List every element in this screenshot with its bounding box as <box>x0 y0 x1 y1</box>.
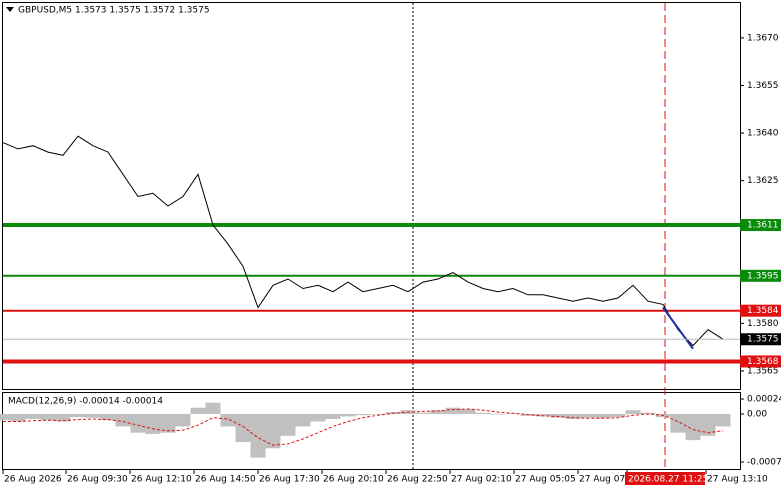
signal-line <box>3 408 724 446</box>
macd-bar <box>40 413 56 421</box>
macd-bar <box>235 413 251 443</box>
layer: 1.36701.36551.36401.36251.36101.35801.35… <box>0 33 781 485</box>
x-tick-label: 26 Aug 22:50 <box>387 475 448 485</box>
x-tick-label: 27 Aug 13:10 <box>707 475 768 485</box>
macd-bar <box>265 413 281 449</box>
macd-bar <box>145 413 161 434</box>
macd-bar <box>460 408 476 414</box>
macd-bar <box>70 413 86 418</box>
macd-bar <box>220 413 236 427</box>
macd-bar <box>625 410 641 414</box>
macd-bar <box>565 413 581 419</box>
macd-bar <box>340 413 356 417</box>
macd-bar <box>700 413 716 436</box>
x-tick-label: 26 Aug 09:30 <box>67 475 128 485</box>
macd-bar <box>0 413 11 421</box>
macd-bar <box>490 413 506 415</box>
macd-bar <box>610 413 626 418</box>
x-tick-label: 26 Aug 17:30 <box>259 475 320 485</box>
time-highlight-box <box>625 472 705 485</box>
macd-bar <box>715 413 731 427</box>
macd-bar <box>535 413 551 417</box>
price-line <box>2 135 724 347</box>
level-label: 1.3595 <box>747 271 779 281</box>
macd-title: MACD(12,26,9) -0.00014 -0.00014 <box>8 397 163 407</box>
trend-line <box>662 306 694 350</box>
macd-bar <box>25 413 41 419</box>
macd-bar <box>310 413 326 422</box>
macd-bar <box>175 413 191 427</box>
macd-bar <box>595 413 611 419</box>
title-arrow <box>6 7 14 12</box>
x-tick-label: 27 Aug 02:10 <box>451 475 512 485</box>
y-tick-label: 0.00024 <box>747 395 781 405</box>
macd-bar <box>445 407 461 414</box>
macd-bar <box>295 413 311 427</box>
macd-bar <box>325 413 341 419</box>
x-tick-label: 27 Aug 05:05 <box>515 475 576 485</box>
level-label: 1.3611 <box>747 221 779 231</box>
macd-bar <box>640 412 656 414</box>
macd-bar <box>100 413 116 421</box>
macd-bar <box>355 413 371 416</box>
chart-title: GBPUSD,M5 1.3573 1.3575 1.3572 1.3575 <box>18 6 210 16</box>
y-tick-label: 1.3565 <box>747 366 779 376</box>
macd-bar <box>250 413 266 458</box>
x-tick-label: 27 Aug 07:45 <box>579 475 640 485</box>
price-panel <box>2 2 741 390</box>
level-label: 1.3584 <box>747 306 779 316</box>
x-tick-label: 26 Aug 2026 <box>4 475 62 485</box>
macd-bar <box>85 413 101 418</box>
macd-bar <box>160 413 176 433</box>
macd-panel <box>2 392 741 470</box>
y-tick-label: 1.3670 <box>747 33 779 43</box>
macd-bar <box>550 413 566 418</box>
y-tick-label: 1.3625 <box>747 176 779 186</box>
current-price-box <box>740 333 781 346</box>
macd-bar <box>370 413 386 415</box>
macd-bar <box>280 413 296 436</box>
macd-bar <box>130 413 146 433</box>
level-label-box <box>740 219 781 232</box>
level-label-box <box>740 355 781 368</box>
y-tick-label: -0.00077 <box>747 458 781 468</box>
y-tick-label: 1.3580 <box>747 319 779 329</box>
macd-bar <box>475 412 491 414</box>
x-tick-label: 26 Aug 20:10 <box>323 475 384 485</box>
y-tick-label: 1.3640 <box>747 129 779 139</box>
macd-bar <box>415 412 431 414</box>
macd-bar <box>580 413 596 418</box>
macd-bar <box>190 407 206 414</box>
level-label-box <box>740 269 781 282</box>
macd-bar <box>670 413 686 433</box>
x-tick-label: 26 Aug 12:10 <box>131 475 192 485</box>
x-tick-label: 26 Aug 14:50 <box>195 475 256 485</box>
macd-bar <box>55 413 71 422</box>
y-tick-label: 0.00 <box>747 409 767 419</box>
macd-bar <box>430 410 446 414</box>
macd-bar <box>115 413 131 427</box>
macd-bar <box>685 413 701 441</box>
level-label-box <box>740 304 781 317</box>
macd-bar <box>10 413 26 422</box>
level-label: 1.3568 <box>747 357 779 367</box>
macd-bar <box>205 402 221 414</box>
current-price-label: 1.3575 <box>747 335 779 345</box>
x-tick-label: 2026.08.27 11:25 <box>628 475 708 485</box>
y-tick-label: 1.3655 <box>747 81 779 91</box>
